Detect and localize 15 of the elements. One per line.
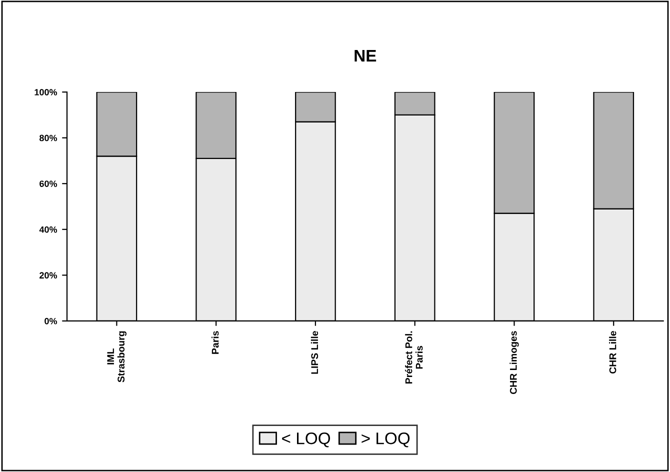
x-tick-label: Préfect Pol. Paris — [404, 331, 423, 384]
y-tick-label: 40% — [39, 226, 58, 233]
x-tick-label: CHR Limoges — [510, 331, 519, 394]
x-tick-label: LIPS Lille — [310, 331, 318, 374]
x-tick-label: IML Strasbourg — [107, 331, 126, 382]
y-tick-label: 100% — [34, 89, 58, 96]
legend-label: < LOQ — [282, 432, 330, 448]
y-tick-label: 80% — [39, 134, 58, 142]
y-tick-label: 60% — [40, 180, 58, 187]
chart-title: NE — [354, 50, 376, 62]
legend-label: > LOQ — [362, 432, 410, 448]
y-tick-label: 0% — [44, 318, 58, 324]
x-tick-label: Paris — [212, 331, 219, 354]
x-tick-label: CHR Lille — [609, 331, 616, 374]
y-tick-label: 20% — [40, 272, 58, 279]
